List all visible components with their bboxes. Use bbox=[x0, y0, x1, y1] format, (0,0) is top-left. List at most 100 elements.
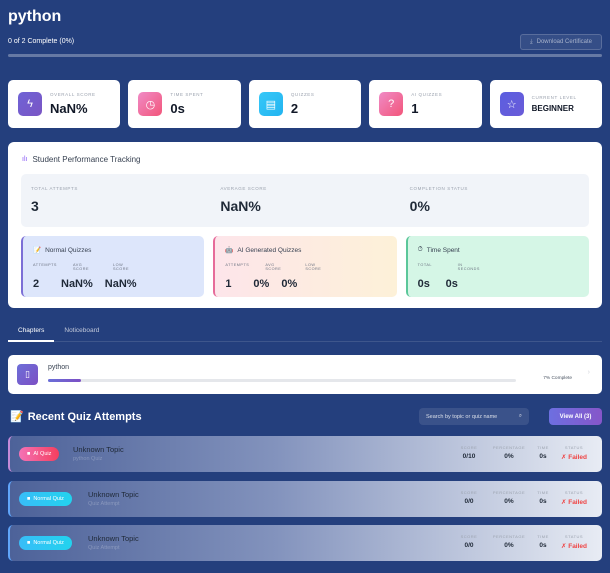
stopwatch-icon: ⏱ bbox=[417, 246, 423, 253]
category-labels: Attempts Avg Score Low Score bbox=[33, 263, 194, 271]
view-all-button[interactable]: View All (3) bbox=[549, 408, 602, 425]
chapter-progress-track bbox=[48, 379, 516, 382]
download-certificate-button[interactable]: ⤓ Download Certificate bbox=[520, 34, 602, 50]
stat-card-ai-quizzes: ? AI Quizzes 1 bbox=[369, 80, 482, 128]
category-label: In Seconds bbox=[457, 263, 480, 271]
category-value: 0% bbox=[253, 278, 270, 290]
attempt-score: Score 0/0 bbox=[452, 490, 486, 506]
star-icon: ☆ bbox=[499, 92, 524, 116]
attempt-stats: Score 0/0 Percentage 0% Time 0s Status ✗… bbox=[452, 534, 594, 550]
category-title: Normal Quizzes bbox=[45, 246, 92, 254]
category-label: Attempts bbox=[33, 263, 57, 267]
attempt-stat-label: Score bbox=[460, 445, 478, 450]
chapter-card[interactable]: ▯ python 7% Complete › bbox=[8, 355, 602, 394]
category-values: 2 NaN% NaN% bbox=[33, 278, 194, 290]
attempt-stat-value: 0s bbox=[539, 498, 547, 505]
attempt-row[interactable]: ■ AI Quiz Unknown Topic python Quiz Scor… bbox=[8, 436, 602, 472]
ai-quizzes-header: 🤖 AI Generated Quizzes bbox=[225, 246, 386, 255]
status-failed: ✗ Failed bbox=[560, 499, 588, 506]
bar-chart-icon: ılı bbox=[22, 156, 28, 163]
tab-noticeboard[interactable]: Noticeboard bbox=[64, 327, 100, 334]
category-label: Low Score bbox=[305, 263, 322, 271]
attempt-score: Score 0/10 bbox=[452, 445, 486, 461]
stat-value: BEGINNER bbox=[531, 104, 574, 113]
download-icon: ⤓ bbox=[529, 38, 533, 45]
clock-icon: ◷ bbox=[138, 92, 163, 116]
attempt-row[interactable]: ■ Normal Quiz Unknown Topic Quiz Attempt… bbox=[8, 481, 602, 517]
search-icon: ⌕ bbox=[518, 413, 522, 419]
stat-label: AI Quizzes bbox=[411, 92, 443, 97]
status-failed: ✗ Failed bbox=[560, 454, 588, 461]
attempt-status: Status ✗ Failed bbox=[554, 534, 594, 550]
lightning-icon: ϟ bbox=[18, 92, 42, 116]
course-header: python 0 of 2 Complete (0%) ⤓ Download C… bbox=[8, 8, 602, 57]
attempt-percentage: Percentage 0% bbox=[486, 534, 532, 550]
summary-value: 0% bbox=[409, 198, 430, 214]
stat-label: Current Level bbox=[531, 95, 577, 100]
normal-quiz-badge: ■ Normal Quiz bbox=[19, 536, 72, 550]
category-label: Avg Score bbox=[73, 263, 90, 271]
attempt-time: Time 0s bbox=[532, 534, 554, 550]
robot-icon: 🤖 bbox=[225, 247, 234, 254]
attempt-stat-value: 0% bbox=[504, 498, 514, 505]
course-progress-text: 0 of 2 Complete (0%) bbox=[8, 38, 75, 45]
chapter-progress-text: 7% Complete bbox=[543, 376, 572, 381]
attempt-topic: Unknown Topic bbox=[88, 490, 139, 499]
summary-value: NaN% bbox=[220, 198, 261, 214]
attempt-time: Time 0s bbox=[532, 490, 554, 506]
attempt-score: Score 0/0 bbox=[452, 534, 486, 550]
recent-attempts-header: 📝 Recent Quiz Attempts Search by topic o… bbox=[8, 407, 602, 427]
attempt-stat-label: Status bbox=[564, 534, 584, 539]
summary-label: Completion Status bbox=[409, 186, 468, 191]
chevron-right-icon[interactable]: › bbox=[587, 369, 590, 376]
memo-icon: 📝 bbox=[33, 247, 42, 254]
attempt-stat-label: Status bbox=[564, 445, 584, 450]
download-certificate-label: Download Certificate bbox=[536, 39, 592, 45]
category-value: NaN% bbox=[61, 278, 93, 290]
category-value: 1 bbox=[225, 278, 232, 290]
attempt-stat-value: 0/10 bbox=[462, 453, 476, 460]
summary-label: Average Score bbox=[220, 186, 267, 191]
chapter-name: python bbox=[48, 364, 70, 371]
category-row: 📝 Normal Quizzes Attempts Avg Score Low … bbox=[21, 236, 589, 297]
summary-label: Total Attempts bbox=[31, 186, 78, 191]
performance-panel: ılı Student Performance Tracking Total A… bbox=[8, 142, 602, 308]
performance-summary: Total Attempts 3 Average Score NaN% Comp… bbox=[21, 174, 589, 227]
attempt-stat-label: Percentage bbox=[492, 445, 526, 450]
time-spent-header: ⏱ Time Spent bbox=[418, 246, 579, 254]
attempt-stat-label: Time bbox=[537, 534, 549, 539]
attempt-stat-label: Percentage bbox=[492, 490, 526, 495]
category-value: 0s bbox=[445, 278, 458, 290]
memo-icon: ■ bbox=[27, 540, 31, 546]
page-title: python bbox=[8, 8, 62, 25]
category-values: 0s 0s bbox=[418, 278, 579, 290]
ai-quiz-badge: ■ AI Quiz bbox=[19, 447, 60, 461]
stat-card-time-spent: ◷ Time Spent 0s bbox=[128, 80, 241, 128]
memo-icon: ■ bbox=[27, 496, 31, 502]
tab-bar: Chapters Noticeboard bbox=[8, 322, 602, 342]
attempt-stat-label: Time bbox=[537, 445, 549, 450]
badge-label: Normal Quiz bbox=[33, 540, 64, 546]
document-icon: ▤ bbox=[258, 92, 283, 116]
category-labels: Total In Seconds bbox=[418, 263, 579, 271]
attempt-topic: Unknown Topic bbox=[73, 445, 124, 454]
category-value: 0s bbox=[417, 278, 430, 290]
badge-label: Normal Quiz bbox=[33, 496, 64, 502]
attempt-status: Status ✗ Failed bbox=[554, 445, 594, 461]
stat-card-quizzes: ▤ Quizzes 2 bbox=[248, 80, 362, 128]
normal-quiz-badge: ■ Normal Quiz bbox=[19, 492, 72, 506]
attempt-stat-value: 0s bbox=[539, 453, 547, 460]
tab-chapters[interactable]: Chapters bbox=[8, 322, 55, 342]
attempt-subtitle: Quiz Attempt bbox=[88, 545, 120, 551]
category-values: 1 0% 0% bbox=[225, 278, 386, 290]
stat-value: 2 bbox=[290, 101, 299, 116]
search-input[interactable]: Search by topic or quiz name ⌕ bbox=[419, 408, 529, 425]
recent-attempts-title: 📝 Recent Quiz Attempts bbox=[10, 410, 142, 424]
attempt-row[interactable]: ■ Normal Quiz Unknown Topic Quiz Attempt… bbox=[8, 525, 602, 561]
badge-label: AI Quiz bbox=[33, 451, 52, 457]
robot-icon: ■ bbox=[27, 451, 31, 457]
stats-row: ϟ Overall Score NaN% ◷ Time Spent 0s ▤ Q… bbox=[8, 80, 603, 128]
category-labels: Attempts Avg Score Low Score bbox=[225, 263, 386, 271]
attempt-subtitle: python Quiz bbox=[73, 456, 103, 462]
time-spent-card: ⏱ Time Spent Total In Seconds 0s 0s bbox=[405, 236, 589, 297]
